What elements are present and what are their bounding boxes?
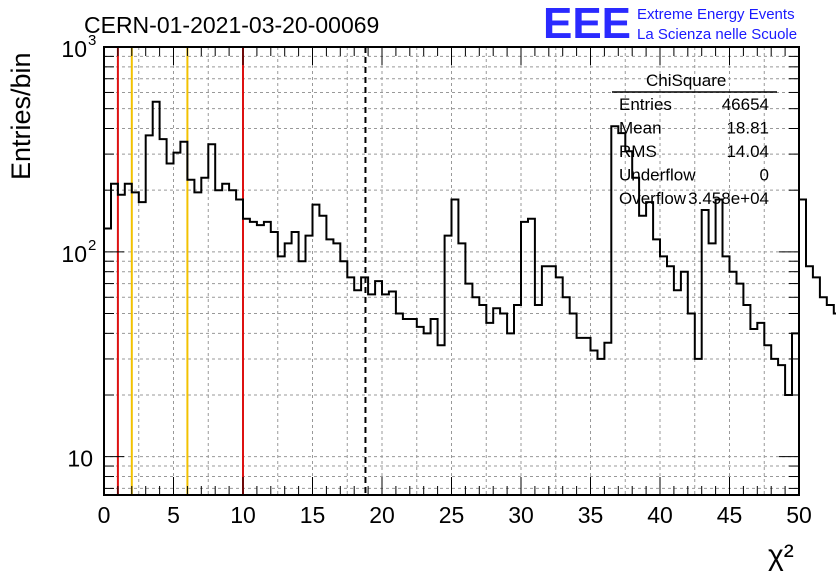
- logo-line-2: La Scienza nelle Scuole: [637, 26, 797, 43]
- y-tick-label-exponent: 2: [88, 237, 96, 254]
- stats-label: Underflow: [619, 166, 696, 185]
- x-tick-label: 25: [439, 502, 465, 528]
- stats-label: Mean: [619, 119, 662, 138]
- stats-value: 18.81: [726, 119, 769, 138]
- x-tick-label: 10: [230, 502, 256, 528]
- eee-logo: EEE: [543, 0, 631, 48]
- y-tick-label: 10: [67, 446, 93, 472]
- x-tick-label: 20: [369, 502, 395, 528]
- x-tick-label: 5: [167, 502, 180, 528]
- stats-value: 0: [760, 166, 769, 185]
- x-tick-label: 35: [578, 502, 604, 528]
- stats-value: 46654: [722, 95, 769, 114]
- grid: [104, 47, 799, 495]
- stats-box: ChiSquare Entries 46654 Mean 18.81 RMS 14.04 U…: [612, 71, 777, 208]
- x-tick-label: 40: [647, 502, 673, 528]
- x-axis-title: χ²: [768, 539, 794, 572]
- x-tick-label: 0: [98, 502, 111, 528]
- x-tick-label: 50: [786, 502, 812, 528]
- stats-label: Overflow: [619, 189, 687, 208]
- histogram-series: [104, 100, 836, 396]
- x-tick-label: 30: [508, 502, 534, 528]
- stats-label: Entries: [619, 95, 672, 114]
- logo-line-1: Extreme Energy Events: [637, 6, 795, 23]
- y-tick-label: 10: [61, 241, 87, 267]
- reference-lines: [116, 47, 367, 495]
- axis-ticks: [103, 46, 800, 495]
- x-tick-label: 45: [717, 502, 743, 528]
- stats-label: RMS: [619, 142, 657, 161]
- stats-title: ChiSquare: [646, 71, 726, 90]
- y-tick-label-exponent: 3: [88, 32, 96, 49]
- run-title: CERN-01-2021-03-20-00069: [84, 12, 379, 38]
- stats-rows: Entries 46654 Mean 18.81 RMS 14.04 Underflow 0 O…: [619, 95, 769, 208]
- x-tick-label: 15: [300, 502, 326, 528]
- stats-value: 14.04: [726, 142, 769, 161]
- stats-value: 3.458e+04: [688, 189, 769, 208]
- y-tick-label: 10: [61, 36, 87, 62]
- y-axis-title: Entries/bin: [6, 52, 36, 180]
